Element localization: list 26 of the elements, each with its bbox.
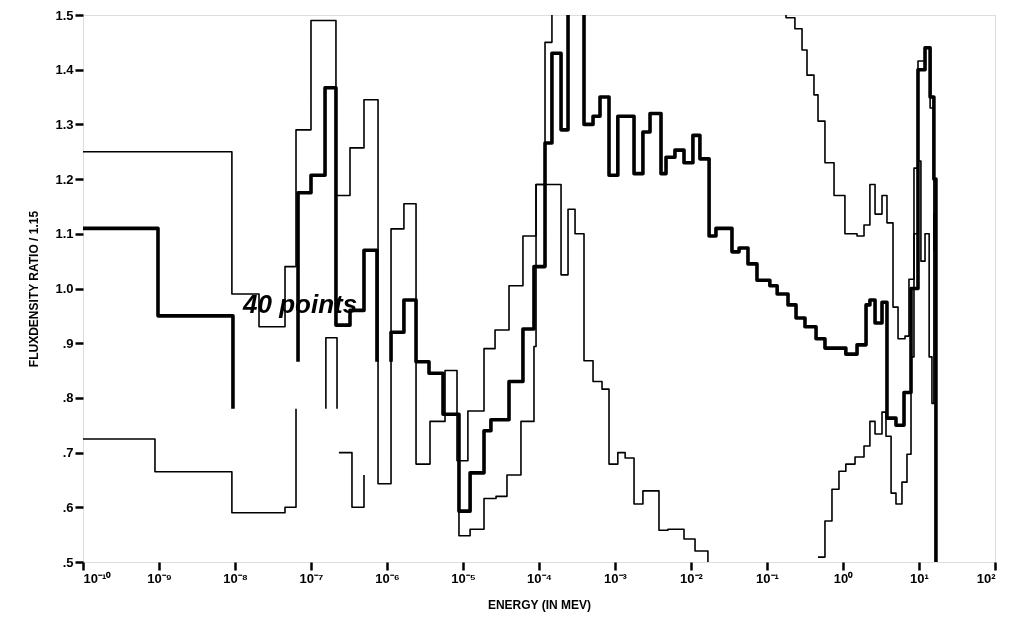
- x-tick-label: 10⁻⁵: [451, 570, 476, 586]
- x-tick-label: 10⁰: [833, 570, 854, 586]
- y-tick-label: 1.3: [55, 116, 74, 132]
- y-tick-label: .5: [62, 554, 74, 570]
- x-tick-label: 10⁻³: [604, 570, 628, 586]
- x-tick-label: 10¹: [910, 570, 929, 586]
- x-tick-label: 10⁻⁴: [527, 570, 552, 586]
- x-tick-label: 10²: [976, 570, 997, 586]
- x-tick-label: 10⁻⁹: [147, 570, 172, 586]
- y-tick-label: 1.0: [55, 281, 74, 296]
- x-tick-label: 10⁻²: [680, 570, 704, 586]
- y-tick-label: .7: [62, 445, 74, 461]
- y-tick-label: .6: [62, 499, 74, 515]
- y-tick-label: .8: [62, 390, 74, 406]
- y-tick-label: 1.2: [55, 171, 74, 187]
- x-tick-label: 10⁻⁷: [299, 570, 324, 586]
- y-tick-label: .9: [62, 335, 74, 351]
- y-tick-label: 1.4: [55, 62, 75, 78]
- x-tick-label: 10⁻⁸: [223, 570, 248, 586]
- x-tick-label: 10⁻¹⁰: [83, 570, 112, 586]
- y-tick-label: 1.1: [55, 226, 74, 242]
- x-tick-label: 10⁻¹: [756, 570, 779, 586]
- y-tick-label: 1.5: [55, 7, 74, 23]
- x-axis-title: ENERGY (IN MEV): [487, 597, 592, 612]
- x-tick-label: 10⁻⁶: [375, 570, 400, 586]
- y-axis-title: FLUXDENSITY RATIO / 1.15: [27, 210, 42, 368]
